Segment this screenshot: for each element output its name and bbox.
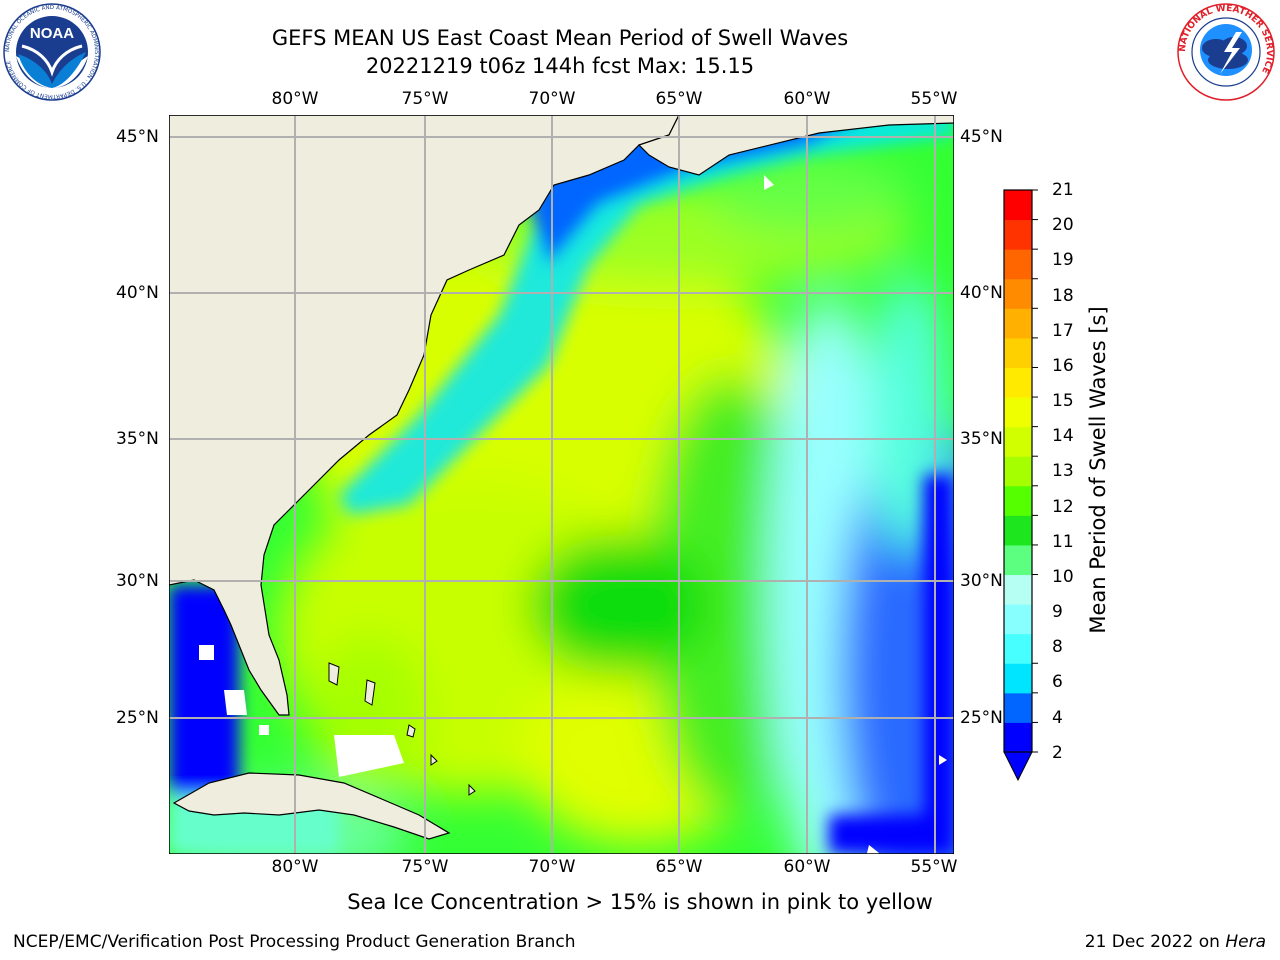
colorbar-label: Mean Period of Swell Waves [s]	[1086, 306, 1110, 634]
colorbar-segment	[1004, 190, 1032, 221]
lon-label-bottom: 55°W	[910, 857, 958, 877]
colorbar-segment	[1004, 219, 1032, 250]
chart-title: GEFS MEAN US East Coast Mean Period of S…	[271, 26, 849, 50]
lon-label-bottom: 70°W	[528, 857, 576, 877]
lat-label-right: 35°N	[960, 429, 1003, 449]
lon-label-top: 80°W	[271, 89, 319, 109]
lon-label-top: 55°W	[910, 89, 958, 109]
lat-label-right: 40°N	[960, 283, 1003, 303]
lon-label-bottom: 75°W	[401, 857, 449, 877]
colorbar-tick: 11	[1052, 532, 1074, 552]
colorbar-segment	[1004, 722, 1032, 753]
date-stamp: 21 Dec 2022 on Hera	[1085, 932, 1266, 952]
lat-label-left: 25°N	[116, 708, 159, 728]
colorbar-segment	[1004, 544, 1032, 576]
credit-text: NCEP/EMC/Verification Post Processing Pr…	[13, 932, 576, 952]
colorbar-segment	[1004, 663, 1032, 694]
colorbar-segment	[1004, 397, 1032, 428]
colorbar-tick: 15	[1052, 391, 1074, 411]
colorbar-tick: 21	[1052, 180, 1074, 200]
lat-label-left: 35°N	[116, 429, 159, 449]
date-text: 21 Dec 2022 on	[1084, 932, 1220, 952]
lon-label-bottom: 60°W	[783, 857, 831, 877]
chart-subtitle: 20221219 t06z 144h fcst Max: 15.15	[365, 54, 755, 78]
colorbar-segment	[1004, 485, 1032, 516]
colorbar-tick: 16	[1052, 356, 1074, 376]
colorbar-frame	[1003, 189, 1033, 753]
land-bahamas	[328, 662, 476, 796]
colorbar-segment	[1004, 633, 1032, 664]
map-gridlines	[169, 115, 954, 854]
colorbar-segment	[1004, 278, 1032, 309]
lon-label-bottom: 80°W	[271, 857, 319, 877]
colorbar-extend-arrow	[1003, 751, 1033, 782]
noaa-logo: NOAA NATIONAL OCEANIC AND ATMOSPHERIC AD…	[3, 3, 101, 101]
lat-label-right: 25°N	[960, 708, 1003, 728]
land-nova-scotia	[637, 115, 954, 176]
colorbar-tick: 8	[1052, 637, 1063, 657]
lat-label-left: 45°N	[116, 127, 159, 147]
colorbar-tick: 18	[1052, 286, 1074, 306]
sea-ice-note: Sea Ice Concentration > 15% is shown in …	[347, 890, 933, 914]
colorbar-tick: 14	[1052, 426, 1074, 446]
lon-label-top: 60°W	[783, 89, 831, 109]
lat-label-left: 30°N	[116, 571, 159, 591]
colorbar-tick: 10	[1052, 567, 1074, 587]
colorbar-segment	[1004, 249, 1032, 280]
colorbar-segment	[1004, 426, 1032, 457]
lat-label-right: 45°N	[960, 127, 1003, 147]
land-cuba	[172, 772, 451, 840]
lon-label-bottom: 65°W	[655, 857, 703, 877]
colorbar-tick: 2	[1052, 743, 1063, 763]
colorbar-segment	[1004, 337, 1032, 368]
colorbar-tick: 13	[1052, 461, 1074, 481]
colorbar-tick: 4	[1052, 708, 1063, 728]
noaa-logo-text: NOAA	[30, 25, 74, 42]
colorbar-segment	[1004, 515, 1032, 546]
colorbar-segment	[1004, 604, 1032, 635]
land-north-america	[169, 115, 680, 716]
lon-label-top: 70°W	[528, 89, 576, 109]
colorbar	[1003, 189, 1038, 782]
colorbar-segment	[1004, 692, 1032, 723]
lat-label-right: 30°N	[960, 571, 1003, 591]
colorbar-tick: 19	[1052, 250, 1074, 270]
colorbar-tick: 20	[1052, 215, 1074, 235]
colorbar-segment	[1004, 367, 1032, 398]
colorbar-tick: 12	[1052, 497, 1074, 517]
colorbar-segment	[1004, 456, 1032, 487]
colorbar-tick: 17	[1052, 321, 1074, 341]
nws-logo: NATIONAL WEATHER SERVICE	[1177, 3, 1275, 101]
colorbar-tick: 9	[1052, 602, 1063, 622]
forecast-map	[169, 115, 954, 854]
lon-label-top: 75°W	[401, 89, 449, 109]
colorbar-tick: 6	[1052, 672, 1063, 692]
lat-label-left: 40°N	[116, 283, 159, 303]
lon-label-top: 65°W	[655, 89, 703, 109]
machine-name: Hera	[1225, 932, 1266, 952]
colorbar-segment	[1004, 574, 1032, 605]
colorbar-segment	[1004, 308, 1032, 339]
